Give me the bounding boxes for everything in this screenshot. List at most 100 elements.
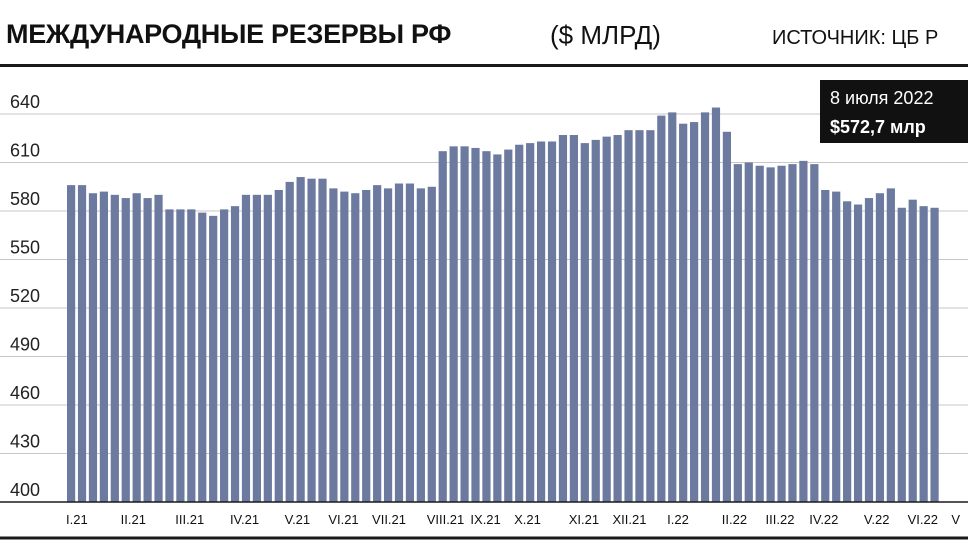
x-tick-label: IV.22	[809, 512, 838, 527]
x-tick-label: IV.21	[230, 512, 259, 527]
bar	[788, 164, 797, 502]
bar	[121, 198, 130, 502]
x-tick-label: IX.21	[470, 512, 500, 527]
callout-box	[820, 80, 968, 143]
x-tick-label: XI.21	[569, 512, 599, 527]
bar	[274, 189, 283, 502]
bar	[351, 193, 360, 502]
bar	[777, 165, 786, 502]
x-tick-label: X.21	[514, 512, 541, 527]
bar	[864, 198, 874, 502]
bar	[722, 131, 731, 502]
bar	[919, 206, 928, 502]
bar	[241, 194, 251, 502]
bar	[646, 130, 655, 503]
bar	[165, 209, 174, 502]
bar	[296, 177, 305, 503]
bar	[252, 194, 262, 502]
y-axis-labels: 400 430 460 490 520 550 580 610 640	[10, 92, 40, 500]
bar	[99, 191, 108, 502]
bar	[613, 135, 622, 502]
bar	[362, 189, 371, 502]
bar	[460, 146, 469, 502]
bar	[67, 185, 76, 502]
bar	[285, 181, 294, 502]
x-axis-labels: I.21 II.21 III.21 IV.21 V.21 VI.21 VII.21 VIII.…	[66, 512, 960, 527]
bar	[88, 193, 98, 502]
bar	[263, 194, 272, 502]
bar	[832, 191, 841, 502]
bar	[471, 147, 480, 502]
annotation-callout: 8 июля 2022 $572,7 млр	[820, 80, 968, 143]
bar	[744, 162, 753, 502]
bar	[679, 123, 688, 502]
x-tick-label: XII.21	[613, 512, 647, 527]
x-tick-label: III.21	[175, 512, 204, 527]
chart-unit: ($ МЛРД)	[550, 20, 661, 50]
chart-title: МЕЖДУНАРОДНЫЕ РЕЗЕРВЫ РФ	[6, 19, 452, 49]
x-tick-label: III.22	[766, 512, 795, 527]
bar	[394, 183, 404, 502]
bar	[154, 194, 163, 502]
x-tick-label: I.21	[66, 512, 88, 527]
y-tick-label: 460	[10, 383, 40, 403]
bar	[416, 188, 425, 502]
x-tick-label: VII.21	[372, 512, 406, 527]
bar	[504, 149, 513, 502]
bar	[558, 135, 568, 502]
x-tick-label: VI.22	[908, 512, 938, 527]
bar	[176, 209, 185, 502]
x-tick-label: VI.21	[328, 512, 358, 527]
bar	[755, 165, 764, 502]
bar	[897, 207, 906, 502]
chart-header: МЕЖДУНАРОДНЫЕ РЕЗЕРВЫ РФ ($ МЛРД) ИСТОЧН…	[0, 0, 968, 67]
callout-value: $572,7 млр	[830, 117, 926, 137]
bar	[624, 130, 633, 503]
x-tick-label: II.21	[121, 512, 146, 527]
bar	[843, 201, 852, 503]
bar	[580, 143, 589, 502]
bar	[132, 193, 141, 502]
y-tick-label: 610	[10, 141, 40, 161]
bar	[110, 194, 119, 502]
bar	[547, 141, 557, 502]
bar	[810, 164, 819, 502]
bar	[602, 136, 611, 502]
bar	[821, 189, 830, 502]
bar	[340, 191, 349, 502]
bar	[493, 154, 502, 503]
bar	[930, 207, 939, 502]
callout-date: 8 июля 2022	[830, 88, 933, 108]
y-tick-label: 520	[10, 286, 40, 306]
y-tick-label: 430	[10, 432, 40, 452]
bar	[711, 107, 721, 502]
x-tick-label: VIII.21	[427, 512, 465, 527]
bar	[438, 151, 447, 502]
bar	[198, 212, 207, 502]
bar	[733, 164, 742, 502]
bar	[515, 144, 524, 502]
bar	[799, 160, 808, 502]
bar	[449, 146, 458, 502]
bar	[657, 115, 666, 502]
y-tick-label: 550	[10, 238, 40, 258]
x-tick-label: V.22	[864, 512, 890, 527]
bar	[187, 209, 196, 502]
bar	[668, 112, 677, 502]
bar	[766, 167, 775, 502]
bar	[536, 141, 546, 502]
bar	[220, 209, 229, 502]
bar	[526, 143, 535, 502]
bar	[209, 215, 218, 502]
chart-source: ИСТОЧНИК: ЦБ Р	[772, 27, 939, 49]
header-divider	[0, 64, 968, 67]
bars	[67, 107, 939, 503]
bar	[77, 185, 87, 502]
x-tick-label: I.22	[667, 512, 689, 527]
bar	[405, 183, 415, 502]
bar	[329, 188, 338, 502]
y-tick-label: 580	[10, 189, 40, 209]
bar	[875, 193, 885, 502]
bar	[908, 199, 917, 502]
y-tick-label: 640	[10, 92, 40, 112]
